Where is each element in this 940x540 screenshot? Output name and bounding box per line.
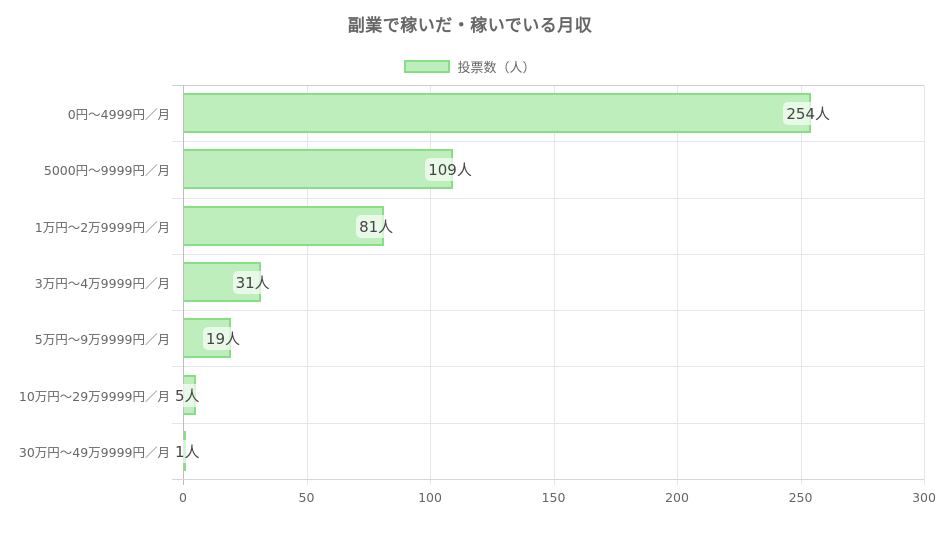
value-label: 81人: [356, 214, 397, 238]
x-tick-label: 100: [418, 490, 442, 505]
bar[interactable]: [184, 205, 385, 246]
horizontal-gridline: [172, 366, 924, 367]
horizontal-gridline: [172, 198, 924, 199]
category-label: 5000円〜9999円／月: [43, 163, 170, 179]
category-label: 0円〜4999円／月: [67, 107, 170, 123]
legend-swatch-icon[interactable]: [404, 60, 451, 73]
category-label: 1万円〜2万9999円／月: [34, 219, 170, 235]
chart-legend: 投票数（人）: [0, 57, 940, 76]
x-tick-label: 200: [665, 490, 689, 505]
value-label: 19人: [202, 327, 244, 351]
vertical-gridline: [801, 85, 802, 485]
x-tick-label: 300: [912, 490, 936, 505]
value-label: 31人: [232, 271, 273, 294]
y-axis-line: [183, 85, 184, 485]
x-tick-label: 150: [541, 490, 566, 505]
vertical-gridline: [924, 85, 925, 485]
category-label: 30万円〜49万9999円／月: [18, 444, 170, 460]
value-label: 109人: [425, 158, 475, 182]
bar[interactable]: [184, 149, 454, 190]
legend-label[interactable]: 投票数（人）: [457, 61, 536, 76]
value-label: 254人: [783, 102, 834, 126]
value-label: 1人: [172, 439, 203, 463]
x-tick-label: 250: [788, 490, 813, 505]
vertical-gridline: [677, 85, 678, 485]
chart-title: 副業で稼いだ・稼いでいる月収: [347, 16, 593, 36]
category-label: 5万円〜9万9999円／月: [34, 332, 170, 348]
horizontal-gridline: [172, 141, 924, 142]
x-tick-label: 0: [179, 490, 187, 505]
horizontal-gridline: [172, 254, 924, 255]
x-axis-line: [172, 479, 924, 480]
vertical-gridline: [554, 85, 555, 485]
vertical-gridline: [307, 85, 308, 485]
bar[interactable]: [184, 93, 812, 134]
x-tick-label: 50: [298, 490, 315, 505]
horizontal-gridline: [172, 85, 924, 86]
horizontal-gridline: [172, 423, 924, 424]
value-label: 5人: [172, 383, 203, 407]
category-label: 3万円〜4万9999円／月: [34, 276, 170, 291]
horizontal-gridline: [172, 310, 924, 311]
vertical-gridline: [430, 85, 431, 485]
category-label: 10万円〜29万9999円／月: [18, 388, 170, 404]
